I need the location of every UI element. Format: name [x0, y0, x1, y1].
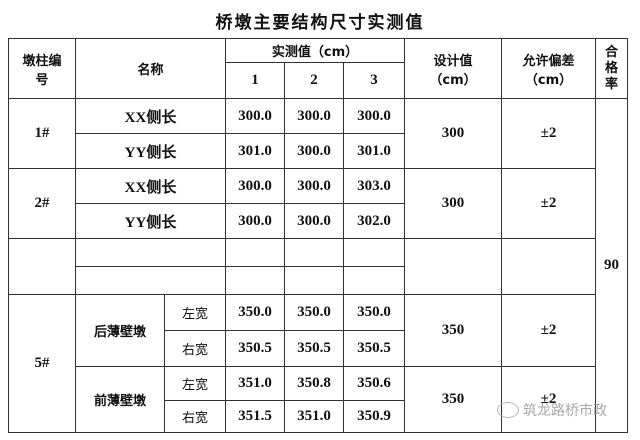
tolerance-value: ±2	[501, 366, 596, 433]
value: 302.0	[343, 203, 405, 239]
value: 350.0	[225, 294, 285, 331]
pier-label: 5#	[8, 294, 76, 433]
item-name: YY侧长	[75, 203, 226, 239]
value: 300.0	[343, 98, 405, 134]
value: 300.0	[284, 98, 344, 134]
measurement-table: 墩柱编号 名称 实测值（cm） 设计值（cm） 允许偏差（cm） 合格率 1 2…	[8, 38, 628, 433]
side-label: 左宽	[164, 366, 226, 401]
pier-label: 1#	[8, 98, 76, 169]
item-name: XX侧长	[75, 98, 226, 134]
value: 351.0	[225, 366, 285, 401]
side-label: 左宽	[164, 294, 226, 331]
header-m3: 3	[343, 62, 405, 99]
value: 350.8	[284, 366, 344, 401]
value: 300.0	[225, 98, 285, 134]
side-label: 右宽	[164, 330, 226, 367]
value: 351.0	[284, 400, 344, 433]
value: 300.0	[284, 133, 344, 169]
value: 300.0	[225, 168, 285, 204]
value: 301.0	[225, 133, 285, 169]
value: 350.0	[343, 294, 405, 331]
value: 350.9	[343, 400, 405, 433]
blank-cell	[75, 238, 226, 267]
blank-cell	[75, 266, 226, 295]
value: 350.0	[284, 294, 344, 331]
part-name: 后薄壁墩	[75, 294, 165, 367]
header-pass-rate: 合格率	[595, 38, 628, 99]
blank-cell	[8, 238, 76, 295]
blank-cell	[284, 266, 344, 295]
value: 300.0	[284, 168, 344, 204]
part-name: 前薄壁墩	[75, 366, 165, 433]
value: 300.0	[284, 203, 344, 239]
header-name: 名称	[75, 38, 226, 99]
blank-cell	[501, 238, 596, 295]
value: 350.5	[284, 330, 344, 367]
tolerance-value: ±2	[501, 98, 596, 169]
value: 300.0	[225, 203, 285, 239]
tolerance-value: ±2	[501, 168, 596, 239]
design-value: 350	[404, 366, 502, 433]
design-value: 300	[404, 98, 502, 169]
value: 350.5	[343, 330, 405, 367]
value: 351.5	[225, 400, 285, 433]
blank-cell	[343, 266, 405, 295]
value: 350.5	[225, 330, 285, 367]
design-value: 350	[404, 294, 502, 367]
header-pier-no: 墩柱编号	[8, 38, 76, 99]
watermark-text: 筑龙路桥市政	[523, 403, 607, 419]
tolerance-value: ±2	[501, 294, 596, 367]
blank-cell	[225, 266, 285, 295]
header-measured: 实测值（cm）	[225, 38, 405, 63]
table-title: 桥墩主要结构尺寸实测值	[215, 13, 425, 33]
header-m2: 2	[284, 62, 344, 99]
value: 303.0	[343, 168, 405, 204]
item-name: YY侧长	[75, 133, 226, 169]
design-value: 300	[404, 168, 502, 239]
wechat-icon	[497, 402, 519, 418]
watermark: 筑龙路桥市政	[497, 400, 607, 420]
blank-cell	[404, 238, 502, 295]
header-design: 设计值（cm）	[404, 38, 502, 99]
value: 350.6	[343, 366, 405, 401]
item-name: XX侧长	[75, 168, 226, 204]
side-label: 右宽	[164, 400, 226, 433]
blank-cell	[284, 238, 344, 267]
pass-rate-value: 90	[595, 98, 628, 433]
header-tolerance: 允许偏差（cm）	[501, 38, 596, 99]
value: 301.0	[343, 133, 405, 169]
header-m1: 1	[225, 62, 285, 99]
blank-cell	[225, 238, 285, 267]
pier-label: 2#	[8, 168, 76, 239]
blank-cell	[343, 238, 405, 267]
